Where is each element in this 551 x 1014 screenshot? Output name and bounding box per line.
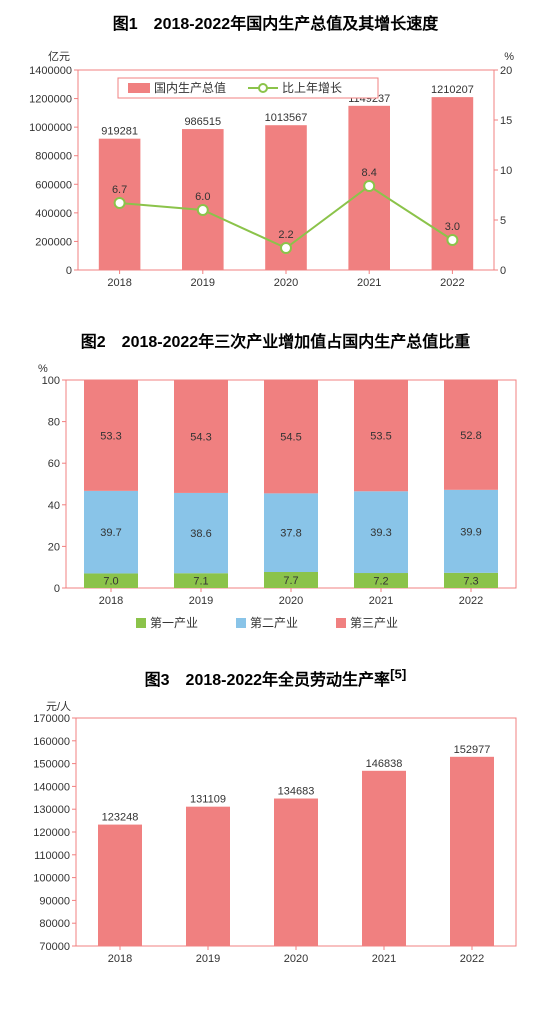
svg-text:160000: 160000 bbox=[33, 736, 70, 748]
svg-text:元/人: 元/人 bbox=[46, 700, 71, 713]
svg-text:亿元: 亿元 bbox=[48, 50, 70, 63]
svg-text:7.1: 7.1 bbox=[193, 576, 208, 588]
svg-text:52.8: 52.8 bbox=[460, 430, 481, 442]
svg-text:3.0: 3.0 bbox=[444, 221, 459, 233]
chart2-block: 图2 2018-2022年三次产业增加值占国内生产总值比重 0 20 40 60 80 1… bbox=[10, 328, 541, 638]
svg-text:8.4: 8.4 bbox=[361, 167, 376, 179]
svg-text:10: 10 bbox=[500, 165, 512, 177]
svg-text:37.8: 37.8 bbox=[280, 528, 301, 540]
svg-text:0: 0 bbox=[500, 265, 506, 277]
svg-text:%: % bbox=[504, 51, 514, 63]
svg-text:152977: 152977 bbox=[453, 744, 490, 756]
svg-text:134683: 134683 bbox=[277, 786, 314, 798]
svg-text:7.2: 7.2 bbox=[373, 576, 388, 588]
chart2-svg: 0 20 40 60 80 100% 7.0 39.7 53.3 2018 7.1 38.6 54.3 2… bbox=[16, 358, 536, 638]
svg-text:400000: 400000 bbox=[35, 208, 72, 220]
svg-text:200000: 200000 bbox=[35, 236, 72, 248]
svg-text:54.3: 54.3 bbox=[190, 431, 211, 443]
svg-text:第二产业: 第二产业 bbox=[250, 616, 298, 630]
svg-text:7.0: 7.0 bbox=[103, 576, 118, 588]
svg-text:80000: 80000 bbox=[39, 918, 70, 930]
svg-text:39.3: 39.3 bbox=[370, 527, 391, 539]
svg-text:7.3: 7.3 bbox=[463, 575, 478, 587]
svg-text:1200000: 1200000 bbox=[29, 94, 72, 106]
svg-text:5: 5 bbox=[500, 215, 506, 227]
chart3-title-text: 图3 2018-2022年全员劳动生产率 bbox=[145, 672, 390, 689]
chart1-svg: 0 200000 400000 600000 800000 1000000 1200000 1… bbox=[16, 40, 536, 300]
svg-text:2020: 2020 bbox=[273, 277, 297, 289]
svg-text:600000: 600000 bbox=[35, 179, 72, 191]
svg-text:2022: 2022 bbox=[440, 277, 464, 289]
svg-text:131109: 131109 bbox=[190, 794, 226, 806]
svg-text:919281: 919281 bbox=[101, 126, 138, 138]
svg-text:2018: 2018 bbox=[107, 953, 131, 965]
chart3-title-sup: [5] bbox=[390, 667, 406, 682]
svg-text:1210207: 1210207 bbox=[430, 84, 473, 96]
svg-text:2019: 2019 bbox=[188, 595, 212, 607]
svg-text:7.7: 7.7 bbox=[283, 575, 298, 587]
svg-text:53.5: 53.5 bbox=[370, 431, 391, 443]
svg-text:2020: 2020 bbox=[283, 953, 307, 965]
svg-text:90000: 90000 bbox=[39, 895, 70, 907]
svg-text:2019: 2019 bbox=[195, 953, 219, 965]
svg-text:2020: 2020 bbox=[278, 595, 302, 607]
svg-text:2.2: 2.2 bbox=[278, 229, 293, 241]
chart3-block: 图3 2018-2022年全员劳动生产率[5] 70000 80000 90000 1… bbox=[10, 666, 541, 976]
svg-text:130000: 130000 bbox=[33, 804, 70, 816]
svg-text:1013567: 1013567 bbox=[264, 112, 307, 124]
svg-text:150000: 150000 bbox=[33, 759, 70, 771]
svg-text:70000: 70000 bbox=[39, 941, 70, 953]
svg-text:2018: 2018 bbox=[98, 595, 122, 607]
svg-text:38.6: 38.6 bbox=[190, 528, 211, 540]
svg-text:146838: 146838 bbox=[365, 758, 402, 770]
svg-text:1000000: 1000000 bbox=[29, 122, 72, 134]
svg-text:比上年增长: 比上年增长 bbox=[282, 81, 342, 95]
svg-text:100: 100 bbox=[41, 375, 59, 387]
svg-text:53.3: 53.3 bbox=[100, 430, 121, 442]
svg-text:6.0: 6.0 bbox=[195, 191, 210, 203]
svg-text:2019: 2019 bbox=[190, 277, 214, 289]
chart1-block: 图1 2018-2022年国内生产总值及其增长速度 0 200000 400000 6… bbox=[10, 10, 541, 300]
chart2-title: 图2 2018-2022年三次产业增加值占国内生产总值比重 bbox=[10, 328, 541, 352]
chart3-title: 图3 2018-2022年全员劳动生产率[5] bbox=[10, 666, 541, 690]
svg-text:第一产业: 第一产业 bbox=[150, 616, 198, 630]
svg-text:6.7: 6.7 bbox=[111, 184, 126, 196]
svg-text:15: 15 bbox=[500, 115, 512, 127]
svg-text:0: 0 bbox=[65, 265, 71, 277]
svg-text:54.5: 54.5 bbox=[280, 432, 301, 444]
svg-text:国内生产总值: 国内生产总值 bbox=[154, 80, 226, 95]
svg-text:2021: 2021 bbox=[356, 277, 380, 289]
svg-text:2022: 2022 bbox=[458, 595, 482, 607]
svg-text:20: 20 bbox=[500, 65, 512, 77]
svg-text:39.7: 39.7 bbox=[100, 527, 121, 539]
chart1-title: 图1 2018-2022年国内生产总值及其增长速度 bbox=[10, 10, 541, 34]
svg-text:140000: 140000 bbox=[33, 781, 70, 793]
svg-text:800000: 800000 bbox=[35, 151, 72, 163]
svg-text:986515: 986515 bbox=[184, 116, 221, 128]
chart3-svg: 70000 80000 90000 100000 110000 120000 130000 1… bbox=[16, 696, 536, 976]
svg-text:2021: 2021 bbox=[371, 953, 395, 965]
svg-text:123248: 123248 bbox=[101, 812, 138, 824]
svg-text:170000: 170000 bbox=[33, 713, 70, 725]
svg-text:20: 20 bbox=[47, 541, 59, 553]
svg-text:第三产业: 第三产业 bbox=[350, 616, 398, 630]
svg-text:0: 0 bbox=[53, 583, 59, 595]
svg-text:2018: 2018 bbox=[107, 277, 131, 289]
svg-text:100000: 100000 bbox=[33, 873, 70, 885]
svg-text:%: % bbox=[38, 363, 48, 375]
svg-text:110000: 110000 bbox=[34, 850, 70, 862]
svg-text:1400000: 1400000 bbox=[29, 65, 72, 77]
svg-text:120000: 120000 bbox=[33, 827, 70, 839]
svg-text:39.9: 39.9 bbox=[460, 526, 481, 538]
svg-text:2021: 2021 bbox=[368, 595, 392, 607]
svg-text:2022: 2022 bbox=[459, 953, 483, 965]
svg-text:40: 40 bbox=[47, 500, 59, 512]
svg-text:60: 60 bbox=[47, 458, 59, 470]
svg-text:80: 80 bbox=[47, 417, 59, 429]
